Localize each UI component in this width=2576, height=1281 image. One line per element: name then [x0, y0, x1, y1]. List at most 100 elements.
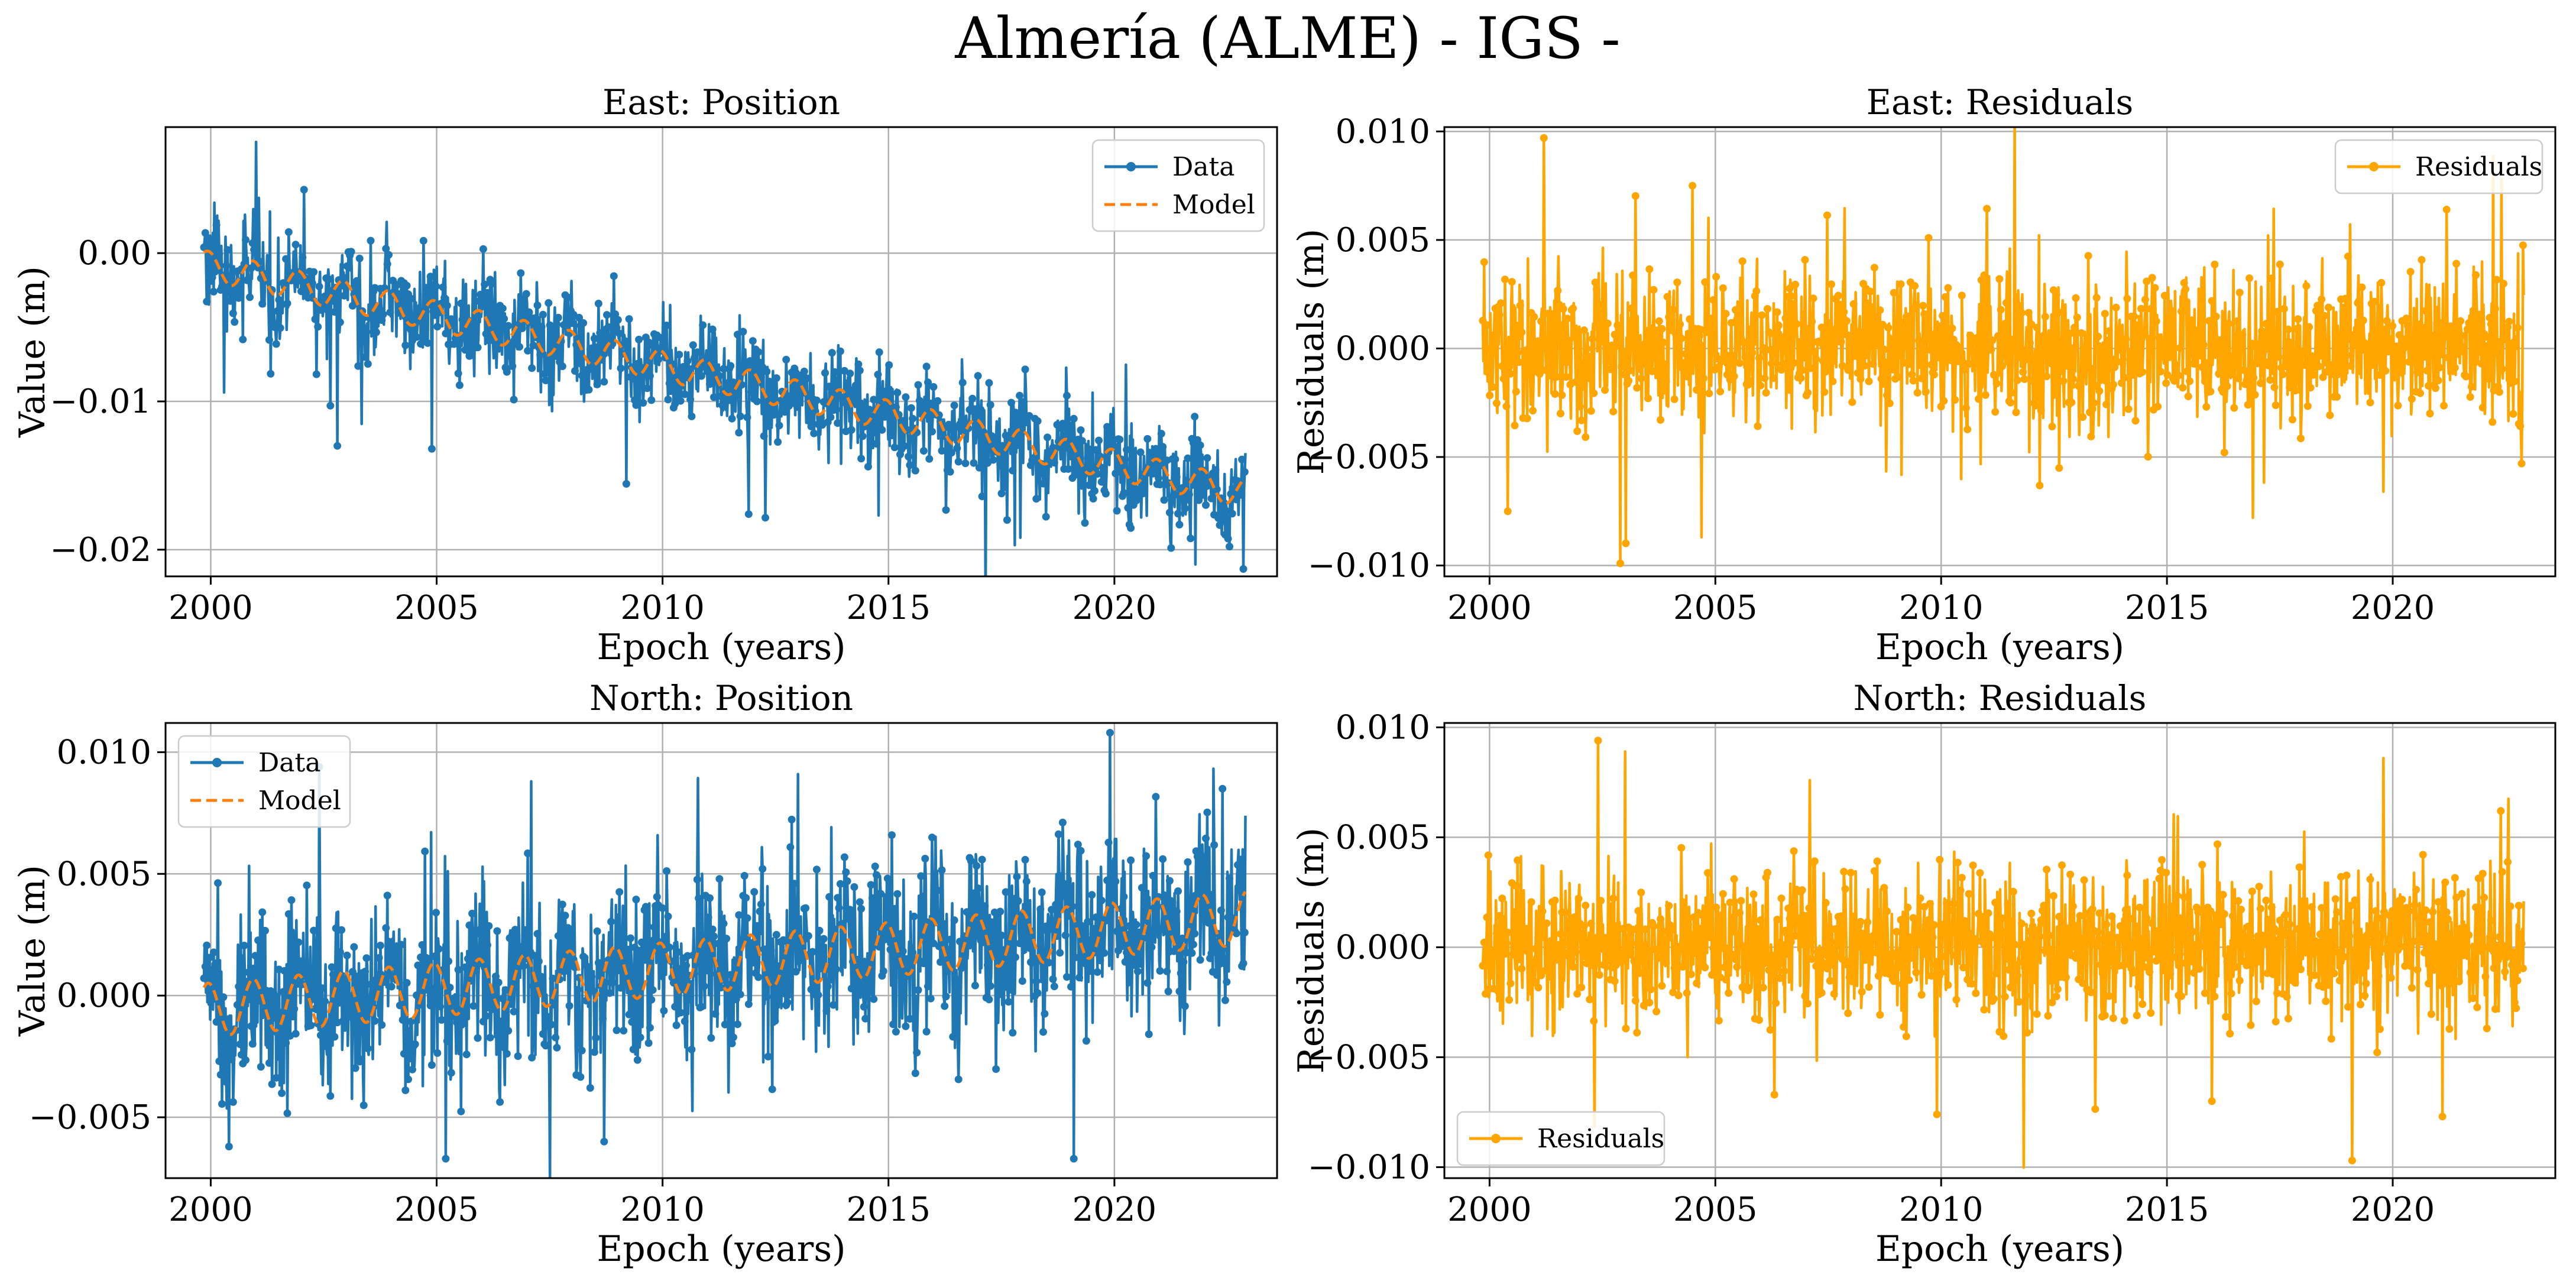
data-point [786, 843, 795, 851]
data-point [1848, 977, 1856, 985]
data-point [1631, 997, 1639, 1005]
data-point [1180, 958, 1188, 966]
data-point [663, 867, 671, 875]
data-point [909, 414, 917, 423]
data-point [963, 908, 971, 916]
data-point [921, 855, 929, 862]
data-point [1016, 391, 1024, 400]
data-point [2223, 382, 2231, 390]
data-point [1944, 981, 1952, 989]
data-point [1671, 982, 1680, 990]
data-point [2009, 335, 2017, 343]
data-point [2365, 345, 2373, 354]
data-point [1701, 278, 1709, 286]
data-point [1859, 929, 1868, 938]
legend-entry-data: Data [1172, 152, 1234, 182]
x-axis-label: Epoch (years) [1875, 627, 2124, 668]
panel-north-residuals: North: Residuals Epoch (years) Residuals… [1291, 678, 2556, 1270]
y-tick-label: 0.000 [57, 977, 151, 1015]
data-point [2252, 997, 2260, 1006]
data-point [2488, 418, 2497, 426]
data-point [276, 324, 284, 332]
data-point [1551, 896, 1559, 904]
data-point [1501, 950, 1509, 958]
data-point [1727, 319, 1735, 327]
data-point [1571, 378, 1580, 386]
data-point [433, 323, 442, 330]
data-point [579, 319, 588, 327]
data-point [1175, 987, 1184, 995]
data-point [1754, 422, 1762, 430]
data-point [1123, 446, 1131, 454]
data-point [2491, 304, 2499, 313]
data-point [385, 251, 393, 259]
data-point [2216, 336, 2224, 344]
data-point [975, 463, 983, 472]
data-point [1712, 273, 1720, 281]
data-point [1061, 931, 1070, 939]
legend-entry-model: Model [258, 786, 341, 816]
y-tick-label: 0.000 [1336, 928, 1430, 967]
data-point [2476, 904, 2484, 912]
y-tick-label: −0.010 [1308, 1148, 1430, 1186]
data-point [406, 1055, 414, 1063]
data-point [546, 321, 554, 329]
data-point [2196, 942, 2205, 951]
data-point [2162, 379, 2170, 387]
data-point [914, 381, 922, 389]
data-point [2274, 353, 2283, 361]
data-point [1864, 918, 1872, 926]
data-point [2313, 301, 2322, 310]
data-point [708, 925, 717, 933]
data-point [1837, 912, 1845, 920]
data-point [339, 1017, 347, 1025]
data-point [1573, 990, 1582, 998]
data-point [1733, 963, 1741, 971]
data-point [2034, 394, 2042, 402]
data-point [633, 1056, 641, 1064]
data-point [2517, 459, 2526, 468]
data-point [319, 304, 328, 312]
data-point [2351, 896, 2359, 904]
data-point [1869, 932, 1877, 940]
data-point [427, 445, 436, 453]
data-point [385, 938, 393, 946]
data-point [212, 1018, 221, 1026]
data-point [2377, 914, 2386, 922]
data-point [956, 938, 964, 946]
data-point [1769, 961, 1777, 969]
data-point [2015, 301, 2023, 310]
data-point [1639, 359, 1648, 368]
data-point [827, 975, 835, 984]
data-point [2267, 274, 2276, 283]
data-point [287, 896, 296, 904]
data-point [682, 961, 690, 969]
data-point [2406, 962, 2415, 970]
data-point [2290, 364, 2298, 372]
data-point [1730, 372, 1738, 381]
data-point [911, 466, 919, 475]
data-point [201, 962, 209, 971]
data-point [1776, 342, 1784, 349]
data-point [2325, 981, 2332, 989]
series-residuals-markers [1479, 134, 2527, 567]
data-point [2184, 948, 2192, 956]
data-point [426, 273, 435, 281]
data-point [847, 984, 856, 993]
data-point [836, 347, 844, 355]
data-point [504, 322, 513, 330]
data-point [422, 284, 430, 292]
data-point [1851, 352, 1859, 360]
data-point [1092, 913, 1100, 922]
data-point [1864, 336, 1872, 344]
data-point [720, 919, 728, 927]
data-point [1495, 311, 1504, 319]
data-point [1693, 386, 1701, 394]
data-point [1961, 366, 1969, 374]
data-point [2357, 1000, 2364, 1008]
data-point [1723, 944, 1731, 952]
data-point [2224, 974, 2232, 982]
data-point [2426, 410, 2434, 418]
data-point [330, 1033, 339, 1041]
data-point [464, 955, 472, 963]
